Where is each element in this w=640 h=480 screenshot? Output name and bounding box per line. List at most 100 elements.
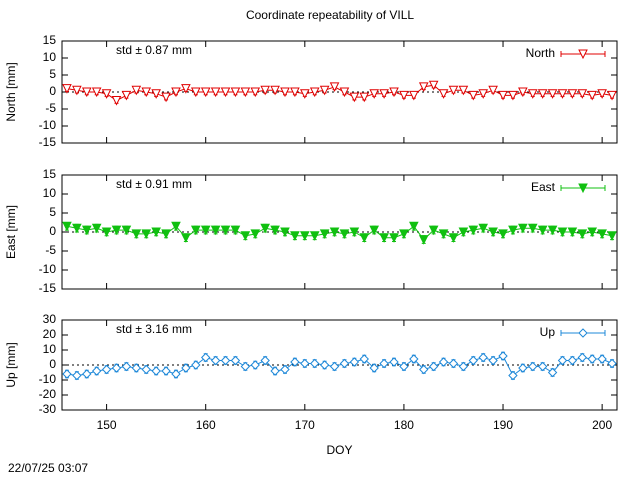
point	[141, 364, 151, 375]
point	[300, 358, 310, 369]
annotation: std ± 0.87 mm	[116, 43, 192, 57]
point	[339, 358, 350, 369]
x-tick-label: 160	[196, 418, 216, 432]
point	[121, 90, 132, 101]
point	[488, 355, 498, 366]
point	[438, 89, 449, 99]
point	[62, 221, 72, 232]
point	[557, 89, 568, 99]
y-axis-label: East [mm]	[4, 205, 18, 259]
point	[498, 351, 508, 361]
point	[111, 96, 122, 106]
point	[121, 361, 132, 372]
point	[171, 369, 181, 379]
point	[200, 87, 211, 98]
point	[508, 225, 518, 236]
point	[359, 92, 370, 103]
point	[191, 360, 201, 370]
point	[547, 367, 558, 378]
point	[537, 361, 548, 372]
point	[290, 231, 300, 241]
point	[200, 352, 211, 363]
point	[587, 354, 597, 364]
x-tick-label: 200	[592, 418, 612, 432]
point	[399, 90, 409, 101]
y-tick-label: 20	[43, 327, 57, 341]
point	[428, 361, 439, 372]
legend-marker	[578, 49, 588, 60]
point	[567, 355, 578, 366]
point	[537, 89, 548, 99]
point	[230, 87, 241, 98]
point	[171, 87, 181, 98]
x-tick-label: 170	[295, 418, 315, 432]
point	[409, 354, 419, 364]
point	[527, 89, 538, 99]
point	[131, 363, 142, 373]
point	[190, 225, 201, 236]
point	[428, 80, 439, 91]
point	[319, 360, 330, 370]
point	[518, 223, 528, 234]
y-tick-label: -15	[39, 281, 57, 295]
point	[111, 363, 122, 373]
point	[161, 229, 171, 240]
point	[72, 370, 82, 381]
point	[498, 90, 508, 101]
point	[240, 361, 251, 372]
point	[121, 225, 132, 236]
point	[72, 223, 82, 234]
y-tick-label: -15	[39, 135, 57, 149]
point	[468, 355, 479, 366]
point	[161, 92, 171, 103]
point	[577, 352, 588, 363]
point	[557, 355, 568, 366]
point	[290, 87, 300, 98]
point	[131, 229, 142, 240]
point	[458, 227, 469, 238]
point	[478, 223, 489, 234]
point	[81, 87, 92, 98]
y-tick-label: 5	[49, 205, 56, 219]
y-tick-label: 15	[43, 33, 57, 47]
point	[91, 366, 102, 376]
annotation: std ± 3.16 mm	[116, 322, 192, 336]
point	[181, 84, 191, 94]
point	[349, 227, 360, 238]
point	[448, 85, 459, 96]
x-tick-label: 150	[97, 418, 117, 432]
point	[577, 89, 588, 99]
legend-label: Up	[540, 325, 556, 339]
point	[82, 369, 92, 379]
point	[111, 225, 122, 236]
point	[240, 231, 251, 241]
y-tick-label: -5	[45, 243, 56, 257]
point	[468, 90, 479, 101]
point	[101, 227, 112, 238]
point	[131, 85, 142, 96]
point	[448, 233, 459, 243]
point	[260, 85, 270, 96]
point	[488, 227, 498, 238]
timestamp: 22/07/25 03:07	[8, 461, 88, 475]
point	[91, 87, 102, 98]
point	[220, 225, 231, 236]
point	[389, 87, 399, 98]
y-tick-label: 0	[49, 224, 56, 238]
point	[389, 357, 399, 367]
point	[508, 370, 518, 381]
point	[438, 357, 449, 367]
point	[329, 82, 340, 93]
point	[468, 225, 479, 236]
point	[428, 225, 439, 236]
point	[399, 361, 409, 372]
point	[518, 363, 528, 373]
y-tick-label: 15	[43, 167, 57, 181]
point	[359, 233, 370, 243]
point	[240, 87, 251, 98]
point	[210, 355, 221, 366]
point	[587, 227, 598, 238]
legend-marker	[578, 328, 588, 338]
point	[369, 225, 379, 236]
point	[270, 366, 280, 376]
